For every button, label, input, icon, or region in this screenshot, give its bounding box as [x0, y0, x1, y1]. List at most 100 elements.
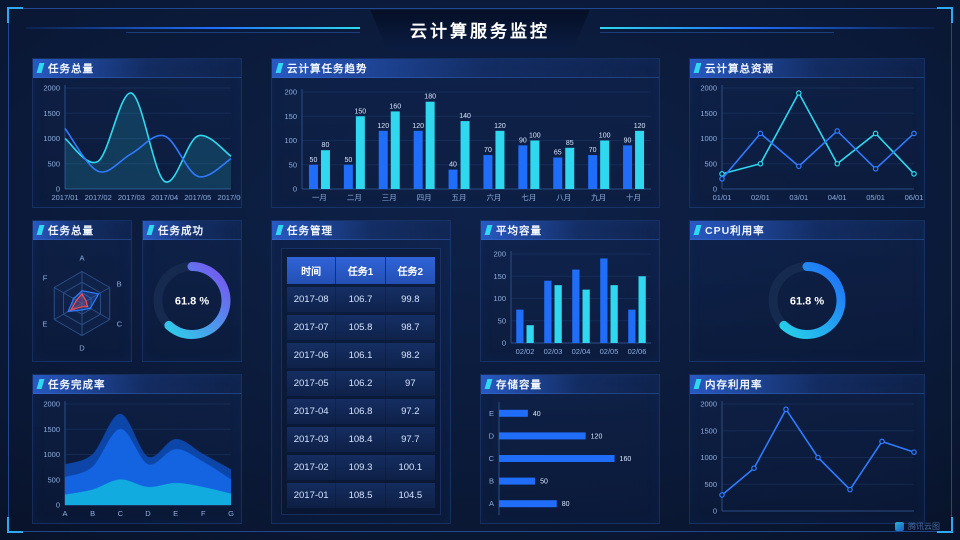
svg-text:120: 120: [412, 123, 424, 130]
task-table-body: 2017-08 106.7 99.8 2017-07 105.8 98.7 2017-06 1…: [287, 287, 435, 508]
header-deco-line-left: [26, 25, 360, 35]
svg-text:05/01: 05/01: [866, 193, 885, 202]
brand-text: 腾讯云图: [908, 522, 940, 531]
panel-header: 存储容量: [481, 375, 659, 394]
table-header-cell: 任务2: [385, 257, 435, 284]
svg-text:80: 80: [562, 501, 570, 508]
svg-text:1500: 1500: [700, 109, 717, 118]
page-header: 云计算服务监控: [26, 9, 934, 51]
table-cell: 106.2: [336, 371, 386, 396]
svg-text:B: B: [489, 477, 494, 486]
table-row: 2017-07 105.8 98.7: [287, 315, 435, 340]
svg-text:150: 150: [284, 112, 297, 121]
svg-text:50: 50: [289, 160, 297, 169]
svg-text:90: 90: [624, 137, 632, 144]
svg-text:140: 140: [459, 113, 471, 120]
svg-text:九月: 九月: [591, 193, 606, 202]
svg-text:F: F: [201, 509, 206, 518]
table-cell: 108.5: [336, 483, 386, 508]
svg-text:61.8 %: 61.8 %: [175, 296, 209, 308]
svg-text:04/01: 04/01: [828, 193, 847, 202]
svg-text:D: D: [489, 431, 495, 440]
svg-text:二月: 二月: [347, 193, 362, 202]
svg-text:C: C: [489, 454, 495, 463]
svg-text:120: 120: [591, 433, 603, 440]
table-cell: 105.8: [336, 315, 386, 340]
table-row: 2017-06 106.1 98.2: [287, 343, 435, 368]
table-cell: 97.2: [385, 399, 435, 424]
svg-text:02/05: 02/05: [600, 347, 619, 356]
svg-text:2000: 2000: [700, 400, 717, 409]
table-header-cell: 时间: [287, 257, 337, 284]
memory-line-chart: 0 500 1000 1500 2000: [700, 400, 917, 516]
svg-text:03/01: 03/01: [789, 193, 808, 202]
panel-task-total-line: 任务总量 0 500 1000 1500 2000 2017/01 2017/02 2017/…: [32, 58, 242, 208]
svg-text:02/01: 02/01: [751, 193, 770, 202]
svg-text:150: 150: [355, 108, 367, 115]
frame-corner-icon: [7, 7, 23, 23]
svg-text:六月: 六月: [486, 192, 501, 202]
table-row: 2017-03 108.4 97.7: [287, 427, 435, 452]
trend-bar-chart: 0 50 100 150 200 一月 二月 三月 四月 五月 六月 七月 八月 九月 十月 50 50 120 1…: [284, 88, 651, 202]
row2-left-group: 任务总量 A B C D E F 任务成功 61.8 %: [32, 220, 242, 362]
panel-header: 任务总量: [33, 59, 241, 78]
panel-title: 云计算总资源: [705, 62, 774, 75]
svg-text:1500: 1500: [43, 425, 60, 434]
svg-text:2017/02: 2017/02: [85, 193, 112, 202]
panel-task-radar: 任务总量 A B C D E F: [32, 220, 132, 362]
svg-text:十月: 十月: [626, 192, 641, 202]
svg-text:1000: 1000: [43, 450, 60, 459]
svg-text:八月: 八月: [556, 193, 571, 202]
svg-text:D: D: [79, 344, 85, 353]
svg-text:500: 500: [704, 159, 717, 168]
panel-completion: 任务完成率 0 500 1000 1500 2000 A B C D E F G: [32, 374, 242, 524]
panel-memory: 内存利用率 0 500 1000 1500 2000: [689, 374, 925, 524]
table-cell: 109.3: [336, 455, 386, 480]
cpu-donut-chart: 61.8 %: [768, 262, 846, 339]
svg-text:02/06: 02/06: [628, 347, 647, 356]
title-plate: 云计算服务监控: [370, 9, 590, 51]
svg-text:五月: 五月: [452, 193, 467, 202]
panel-title: 存储容量: [496, 378, 542, 391]
panel-title: 任务总量: [48, 224, 94, 237]
svg-text:100: 100: [599, 133, 611, 140]
table-cell: 2017-04: [287, 399, 337, 424]
dashboard-grid: 任务总量 0 500 1000 1500 2000 2017/01 2017/02 2017/…: [32, 58, 928, 524]
task-total-line-chart: 0 500 1000 1500 2000 2017/01 2017/02 2017/03 201…: [43, 84, 241, 203]
svg-text:500: 500: [704, 480, 717, 489]
svg-text:F: F: [43, 274, 48, 283]
task-table-grid: 时间 任务1 任务2 2017-08 106.7 99.8 2017-07 105.8 98.…: [287, 254, 435, 511]
panel-title: CPU利用率: [705, 224, 765, 237]
svg-text:100: 100: [284, 136, 297, 145]
svg-text:50: 50: [310, 157, 318, 164]
table-cell: 2017-05: [287, 371, 337, 396]
svg-text:B: B: [117, 280, 122, 289]
table-cell: 2017-06: [287, 343, 337, 368]
table-cell: 2017-07: [287, 315, 337, 340]
panel-header: 任务完成率: [33, 375, 241, 394]
panel-header: 任务管理: [272, 221, 450, 240]
panel-title: 任务成功: [158, 224, 204, 237]
svg-text:40: 40: [533, 411, 541, 418]
svg-text:2000: 2000: [43, 400, 60, 409]
svg-text:2017/04: 2017/04: [151, 193, 178, 202]
svg-text:120: 120: [377, 123, 389, 130]
panel-header: 内存利用率: [690, 375, 924, 394]
svg-text:七月: 七月: [521, 193, 536, 202]
svg-text:E: E: [489, 409, 494, 418]
svg-text:C: C: [117, 320, 123, 329]
svg-text:0: 0: [293, 185, 297, 194]
brand-logo: 腾讯云图: [895, 521, 940, 532]
svg-text:100: 100: [529, 133, 541, 140]
panel-title: 任务总量: [48, 62, 94, 75]
svg-text:C: C: [118, 509, 124, 518]
svg-text:1000: 1000: [43, 134, 60, 143]
table-row: 2017-04 106.8 97.2: [287, 399, 435, 424]
svg-text:50: 50: [344, 157, 352, 164]
table-row: 2017-02 109.3 100.1: [287, 455, 435, 480]
table-row: 2017-01 108.5 104.5: [287, 483, 435, 508]
svg-text:0: 0: [713, 185, 717, 194]
table-cell: 106.8: [336, 399, 386, 424]
panel-cpu: CPU利用率 61.8 %: [689, 220, 925, 362]
panel-header: 任务成功: [143, 221, 241, 240]
